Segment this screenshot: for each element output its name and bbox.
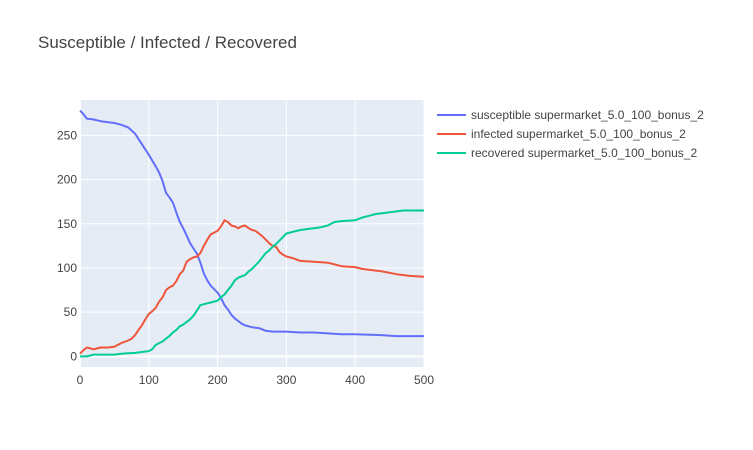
legend-item-0[interactable]: susceptible supermarket_5.0_100_bonus_2 <box>437 108 704 122</box>
y-tick-label: 100 <box>57 261 77 275</box>
x-tick-label: 0 <box>77 373 84 387</box>
legend-item-1[interactable]: infected supermarket_5.0_100_bonus_2 <box>437 127 686 141</box>
y-tick-labels: 0 50 100 150 200 250 <box>57 128 77 363</box>
y-tick-label: 200 <box>57 173 77 187</box>
legend[interactable]: susceptible supermarket_5.0_100_bonus_2i… <box>437 108 704 160</box>
x-tick-label: 400 <box>345 373 365 387</box>
series-lines <box>79 109 425 358</box>
series-line-1[interactable] <box>79 219 425 355</box>
chart-title: Susceptible / Infected / Recovered <box>38 33 297 52</box>
series-line-2[interactable] <box>80 209 424 358</box>
series-line-0[interactable] <box>79 109 424 338</box>
y-tick-label: 0 <box>70 349 77 363</box>
x-tick-label: 200 <box>208 373 228 387</box>
plot-background <box>80 100 424 367</box>
y-tick-label: 50 <box>64 305 78 319</box>
x-tick-label: 100 <box>139 373 159 387</box>
x-tick-labels: 0 100 200 300 400 500 <box>77 373 435 387</box>
legend-item-2[interactable]: recovered supermarket_5.0_100_bonus_2 <box>437 146 697 160</box>
legend-label: recovered supermarket_5.0_100_bonus_2 <box>471 146 697 160</box>
y-tick-label: 150 <box>57 217 77 231</box>
x-tick-label: 500 <box>414 373 434 387</box>
legend-label: susceptible supermarket_5.0_100_bonus_2 <box>471 108 704 122</box>
zero-line <box>79 100 424 367</box>
x-tick-label: 300 <box>276 373 296 387</box>
y-tick-label: 250 <box>57 128 77 142</box>
legend-label: infected supermarket_5.0_100_bonus_2 <box>471 127 686 141</box>
